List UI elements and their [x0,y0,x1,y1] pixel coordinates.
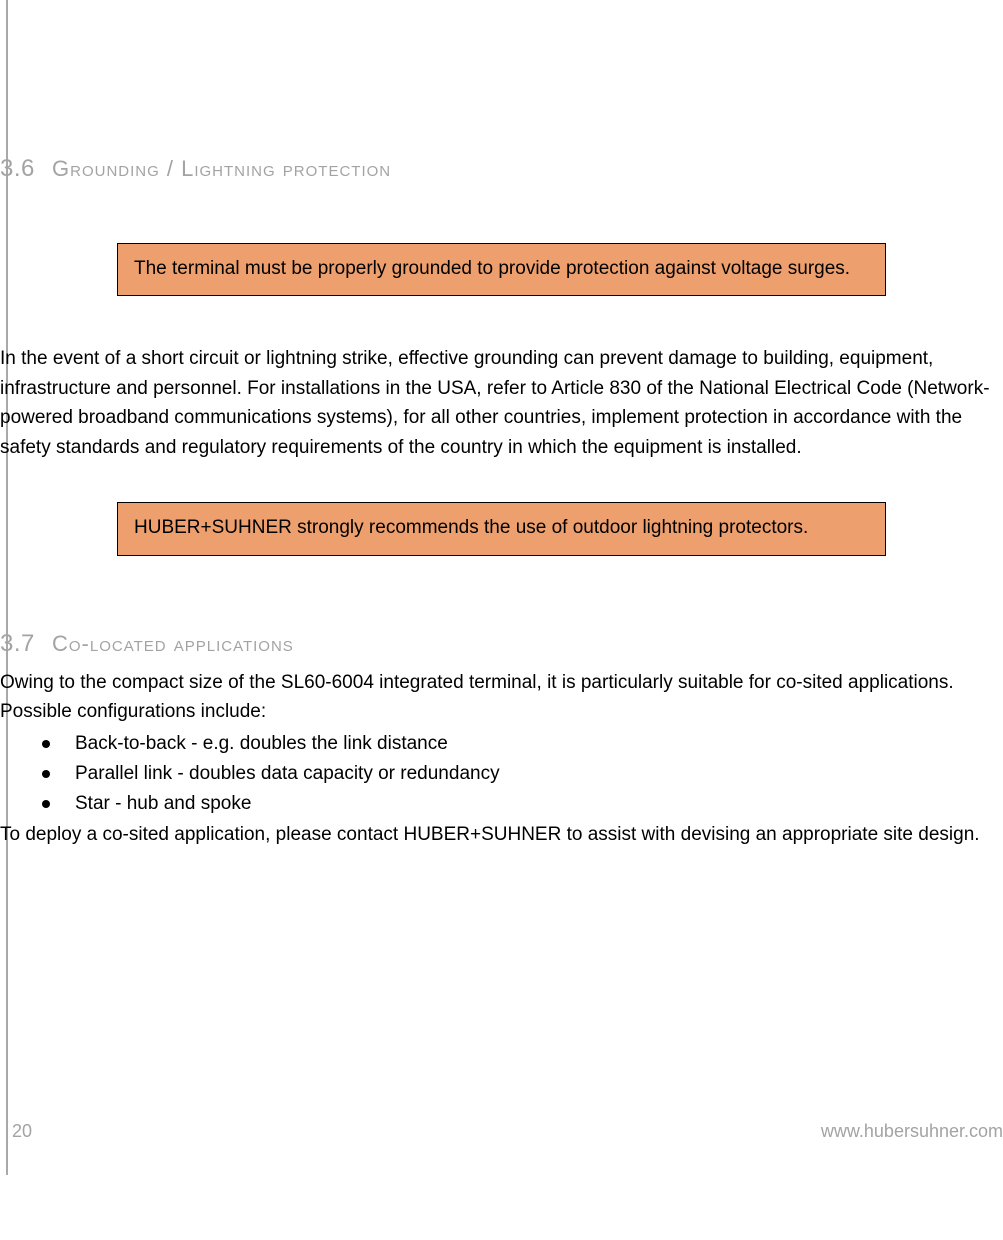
page-content: 3.6 Grounding / Lightning protection The… [0,0,1003,849]
section-3-6-body: In the event of a short circuit or light… [0,344,1003,462]
list-item: Star - hub and spoke [0,789,1003,819]
list-item: Back-to-back - e.g. doubles the link dis… [0,729,1003,759]
section-title-3-7: Co-located applications [52,631,294,657]
section-title-3-6: Grounding / Lightning protection [52,156,391,182]
section-3-7-outro: To deploy a co-sited application, please… [0,820,1003,849]
configurations-list: Back-to-back - e.g. doubles the link dis… [0,729,1003,820]
recommendation-callout-lightning: HUBER+SUHNER strongly recommends the use… [117,502,886,555]
section-number-3-7: 3.7 [0,630,52,658]
section-number-3-6: 3.6 [0,155,52,183]
warning-callout-grounding: The terminal must be properly grounded t… [117,243,886,296]
section-3-7-intro: Owing to the compact size of the SL60-60… [0,668,1003,727]
section-3-7: 3.7 Co-located applications Owing to the… [0,630,1003,849]
section-3-7-heading: 3.7 Co-located applications [0,630,1003,658]
page-footer: 20 www.hubersuhner.com [0,1118,1003,1142]
list-item: Parallel link - doubles data capacity or… [0,759,1003,789]
footer-website: www.hubersuhner.com [821,1121,1003,1142]
section-3-6-heading: 3.6 Grounding / Lightning protection [0,155,1003,183]
page-number: 20 [12,1121,32,1142]
